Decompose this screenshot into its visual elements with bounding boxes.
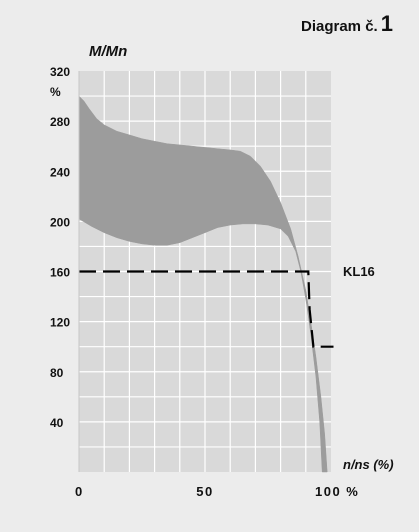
x-tick-label: 50 — [196, 484, 213, 499]
diagram-title: Diagram č. 1 — [301, 11, 393, 36]
x-tick-label: 0 — [75, 484, 84, 499]
y-tick-label: 40 — [50, 416, 64, 430]
y-tick-label: 320 — [50, 65, 70, 79]
chart-grid — [79, 71, 331, 472]
diagram-number: 1 — [381, 11, 393, 36]
y-tick-label: 280 — [50, 115, 70, 129]
kl16-line-group — [79, 270, 334, 348]
kl16-label: KL16 — [343, 264, 375, 279]
y-tick-label: 120 — [50, 316, 70, 330]
x-tick-label: 100 % — [315, 484, 359, 499]
torque-band-area — [78, 95, 328, 473]
kl16-line — [79, 270, 334, 348]
y-tick-label: 240 — [50, 165, 70, 179]
y-axis-unit: % — [50, 85, 61, 99]
y-tick-label: 80 — [50, 366, 64, 380]
y-tick-label: 160 — [50, 266, 70, 280]
diagram-title-text: Diagram č. — [301, 18, 378, 35]
x-axis-label: n/ns (%) — [343, 457, 394, 472]
y-tick-label: 200 — [50, 215, 70, 229]
chart-axes: 320 280 240 200 160 120 80 40 0 50 100 % — [50, 65, 359, 499]
torque-band — [78, 95, 328, 473]
y-axis-label: M/Mn — [89, 43, 127, 60]
